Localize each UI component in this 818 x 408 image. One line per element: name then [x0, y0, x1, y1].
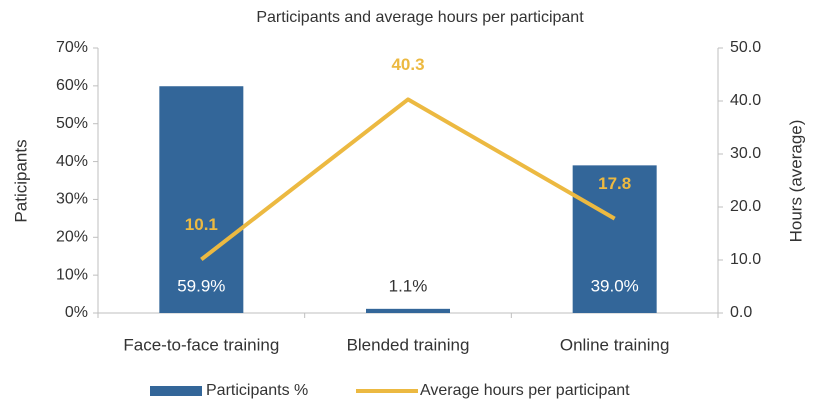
y-tick-label: 30% [56, 191, 88, 208]
y-tick-label: 0% [65, 304, 88, 321]
y-tick-label: 20% [56, 229, 88, 246]
line [200, 97, 616, 262]
y-axis-label: Paticipants [11, 139, 30, 222]
y-tick-label: 50% [56, 115, 88, 132]
y-tick-label: 60% [56, 77, 88, 94]
y2-tick-label: 30.0 [730, 145, 761, 162]
bar [572, 165, 657, 313]
y2-axis-label: Hours (average) [786, 120, 805, 243]
bar [366, 308, 450, 313]
y2-tick-label: 50.0 [730, 39, 761, 56]
line-value-label: 10.1 [185, 215, 218, 234]
legend-label: Average hours per participant [420, 382, 630, 399]
x-tick-label: Face-to-face training [123, 335, 279, 354]
line-value-label: 40.3 [391, 55, 424, 74]
x-tick-label: Online training [560, 335, 670, 354]
y-tick-label: 10% [56, 266, 88, 283]
y2-tick-label: 40.0 [730, 92, 761, 109]
bar-value-label: 59.9% [177, 276, 225, 295]
y2-tick-label: 10.0 [730, 251, 761, 268]
y-tick-label: 40% [56, 153, 88, 170]
legend-swatch [150, 386, 202, 396]
x-tick-label: Blended training [347, 335, 470, 354]
bar-value-label: 39.0% [591, 276, 639, 295]
bar-value-label: 1.1% [389, 276, 428, 295]
y2-tick-label: 20.0 [730, 198, 761, 215]
legend-label: Participants % [206, 382, 308, 399]
bar [159, 86, 244, 313]
y-tick-label: 70% [56, 39, 88, 56]
chart-title: Participants and average hours per parti… [256, 9, 584, 26]
y2-tick-label: 0.0 [730, 304, 752, 321]
line-value-label: 17.8 [598, 174, 631, 193]
